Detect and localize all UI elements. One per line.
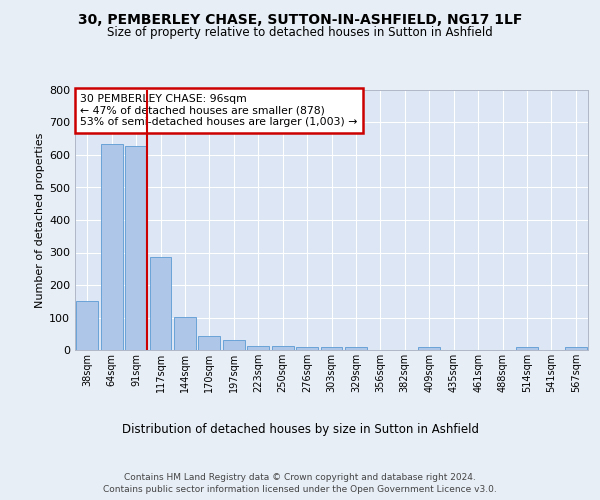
Text: Distribution of detached houses by size in Sutton in Ashfield: Distribution of detached houses by size … bbox=[121, 422, 479, 436]
Bar bbox=[565, 348, 587, 350]
Bar bbox=[516, 348, 538, 350]
Bar bbox=[272, 346, 293, 350]
Bar bbox=[101, 144, 122, 350]
Bar bbox=[223, 340, 245, 350]
Text: Size of property relative to detached houses in Sutton in Ashfield: Size of property relative to detached ho… bbox=[107, 26, 493, 39]
Bar bbox=[418, 348, 440, 350]
Bar bbox=[345, 347, 367, 350]
Text: 30 PEMBERLEY CHASE: 96sqm
← 47% of detached houses are smaller (878)
53% of semi: 30 PEMBERLEY CHASE: 96sqm ← 47% of detac… bbox=[80, 94, 358, 127]
Bar bbox=[125, 146, 147, 350]
Bar bbox=[199, 336, 220, 350]
Text: Contains public sector information licensed under the Open Government Licence v3: Contains public sector information licen… bbox=[103, 485, 497, 494]
Y-axis label: Number of detached properties: Number of detached properties bbox=[35, 132, 45, 308]
Bar bbox=[247, 346, 269, 350]
Bar bbox=[149, 256, 172, 350]
Text: Contains HM Land Registry data © Crown copyright and database right 2024.: Contains HM Land Registry data © Crown c… bbox=[124, 472, 476, 482]
Bar bbox=[320, 347, 343, 350]
Bar bbox=[76, 301, 98, 350]
Bar bbox=[296, 347, 318, 350]
Text: 30, PEMBERLEY CHASE, SUTTON-IN-ASHFIELD, NG17 1LF: 30, PEMBERLEY CHASE, SUTTON-IN-ASHFIELD,… bbox=[78, 12, 522, 26]
Bar bbox=[174, 317, 196, 350]
